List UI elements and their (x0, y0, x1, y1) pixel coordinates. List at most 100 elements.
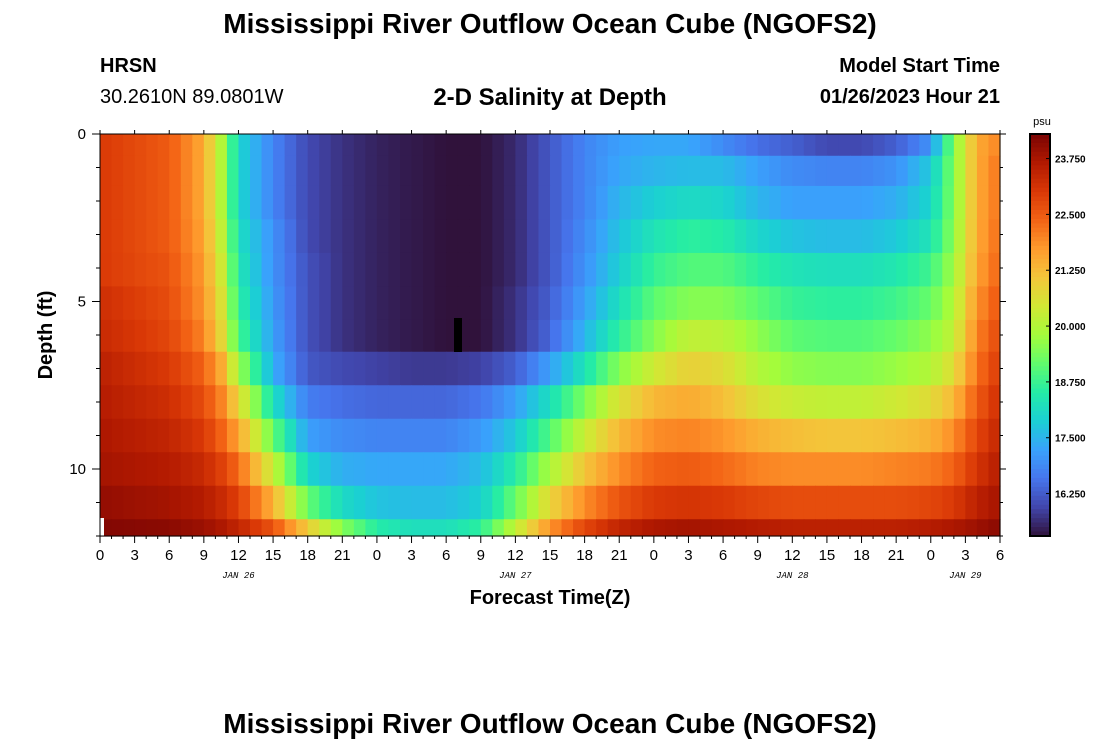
heatmap-cell (665, 418, 678, 453)
colorbar-swatch (1030, 428, 1050, 434)
heatmap-cell (619, 252, 632, 288)
heatmap-cell (873, 485, 886, 520)
colorbar-swatch (1030, 321, 1050, 327)
heatmap-cell (319, 155, 332, 187)
heatmap-cell (861, 385, 874, 420)
heatmap-cell (953, 519, 966, 537)
heatmap-cell (388, 252, 401, 288)
colorbar-swatch (1030, 259, 1050, 265)
heatmap-cell (757, 286, 770, 321)
heatmap-cell (134, 351, 147, 386)
x-tick-label: 0 (96, 547, 104, 564)
heatmap-cell (630, 351, 643, 386)
heatmap-cell (411, 418, 424, 453)
heatmap-cell (411, 319, 424, 353)
heatmap-cell (503, 418, 516, 453)
heatmap-cell (134, 385, 147, 420)
heatmap-cell (169, 134, 182, 157)
heatmap-cell (711, 219, 724, 254)
heatmap-cell (330, 185, 343, 221)
heatmap-cell (665, 452, 678, 487)
heatmap-cell (434, 185, 447, 221)
heatmap-cell (734, 485, 747, 520)
heatmap-cell (850, 155, 863, 187)
heatmap-cell (238, 418, 251, 453)
heatmap-cell (780, 418, 793, 453)
heatmap-cell (746, 519, 759, 537)
x-tick-label: 12 (230, 547, 247, 564)
x-tick-label: 6 (165, 547, 173, 564)
heatmap-cell (757, 185, 770, 221)
heatmap-cell (203, 155, 216, 187)
colorbar-swatch (1030, 294, 1050, 300)
heatmap-cell (723, 155, 736, 187)
heatmap-cell (515, 519, 528, 537)
heatmap-cell (630, 418, 643, 453)
heatmap-cell (700, 519, 713, 537)
heatmap-cell (826, 252, 840, 288)
heatmap-cell (561, 485, 574, 520)
heatmap-cell (584, 418, 597, 453)
heatmap-cell (342, 519, 355, 537)
heatmap-cell (434, 319, 447, 353)
heatmap-cell (434, 452, 447, 487)
heatmap-cell (319, 286, 332, 321)
heatmap-cell (457, 485, 470, 520)
heatmap-cell (596, 155, 609, 187)
heatmap-cell (365, 519, 378, 537)
heatmap-cell (746, 286, 759, 321)
heatmap-cell (573, 155, 586, 187)
heatmap-cell (803, 286, 816, 321)
heatmap-cell (965, 319, 978, 353)
heatmap-cell (180, 351, 193, 386)
heatmap-cell (388, 286, 401, 321)
heatmap-cell (538, 519, 551, 537)
colorbar-swatch (1030, 335, 1050, 341)
heatmap-cell (884, 385, 897, 420)
colorbar-swatch (1030, 343, 1050, 349)
heatmap-cell (503, 155, 516, 187)
heatmap-cell (826, 134, 840, 157)
heatmap-cell (734, 252, 747, 288)
colorbar-swatch (1030, 388, 1050, 394)
heatmap-cell (296, 219, 309, 254)
heatmap-cell (769, 385, 782, 420)
heatmap-cell (365, 134, 378, 157)
heatmap-cell (296, 286, 309, 321)
colorbar-swatch (1030, 370, 1050, 376)
heatmap-cell (965, 351, 978, 386)
heatmap-cell (273, 219, 286, 254)
heatmap-cell (388, 351, 401, 386)
heatmap-cell (780, 134, 793, 157)
heatmap-cell (342, 219, 355, 254)
heatmap-cell (284, 319, 297, 353)
heatmap-cell (676, 485, 690, 520)
heatmap-cell (146, 319, 159, 353)
heatmap-cell (100, 452, 113, 487)
heatmap-cell (400, 351, 413, 386)
heatmap-cell (642, 351, 655, 386)
heatmap-cell (942, 452, 955, 487)
heatmap-cell (100, 252, 113, 288)
heatmap-cell (284, 485, 297, 520)
heatmap-cell (526, 385, 540, 420)
heatmap-cell (907, 219, 920, 254)
heatmap-cell (503, 185, 516, 221)
heatmap-cell (896, 385, 909, 420)
heatmap-cell (919, 452, 932, 487)
heatmap-cell (653, 351, 666, 386)
heatmap-cell (642, 319, 655, 353)
colorbar-swatch (1030, 303, 1050, 309)
heatmap-cell (803, 485, 816, 520)
heatmap-cell (907, 252, 920, 288)
heatmap-cell (157, 452, 170, 487)
heatmap-cell (342, 155, 355, 187)
heatmap-cell (919, 385, 932, 420)
heatmap-cell (619, 351, 632, 386)
heatmap-cell (261, 219, 274, 254)
colorbar-swatch (1030, 486, 1050, 492)
heatmap-cell (342, 485, 355, 520)
heatmap-cell (838, 319, 851, 353)
heatmap-cell (838, 219, 851, 254)
colorbar-swatch (1030, 227, 1050, 233)
